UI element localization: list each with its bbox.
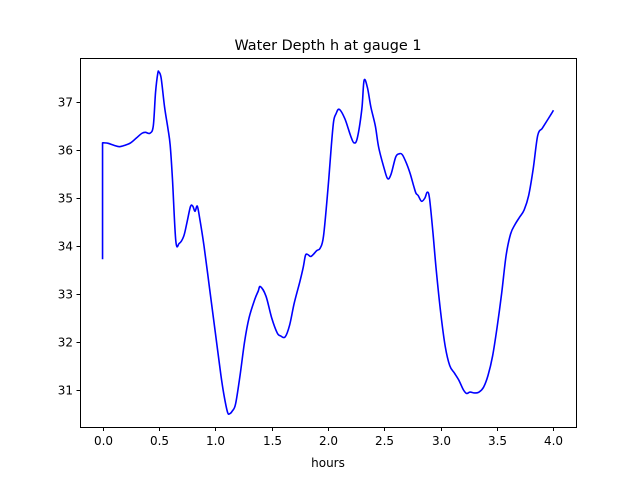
plot-frame [80,58,577,428]
y-tick-label: 31 [58,384,73,398]
x-tick-label: 1.0 [206,434,225,448]
y-tick-label: 34 [58,240,73,254]
x-axis-label: hours [311,456,345,470]
y-tick-label: 36 [58,144,73,158]
x-axis-ticks: 0.0 0.5 1.0 1.5 2.0 2.5 3.0 3.5 4.0 [94,427,563,448]
y-tick-label: 33 [58,288,73,302]
series-line [101,70,555,416]
x-tick-label: 1.5 [263,434,282,448]
x-tick-label: 3.5 [488,434,507,448]
y-tick-label: 35 [58,192,73,206]
x-tick-label: 2.0 [319,434,338,448]
chart-title: Water Depth h at gauge 1 [234,38,421,54]
x-tick-label: 4.0 [544,434,563,448]
x-tick-label: 0.5 [150,434,169,448]
plot-area [101,70,555,416]
y-tick-label: 32 [58,336,73,350]
y-tick-label: 37 [58,96,73,110]
x-tick-label: 3.0 [432,434,451,448]
x-tick-label: 0.0 [94,434,113,448]
y-axis-ticks: 31 32 33 34 35 36 37 [58,96,81,398]
x-tick-label: 2.5 [375,434,394,448]
